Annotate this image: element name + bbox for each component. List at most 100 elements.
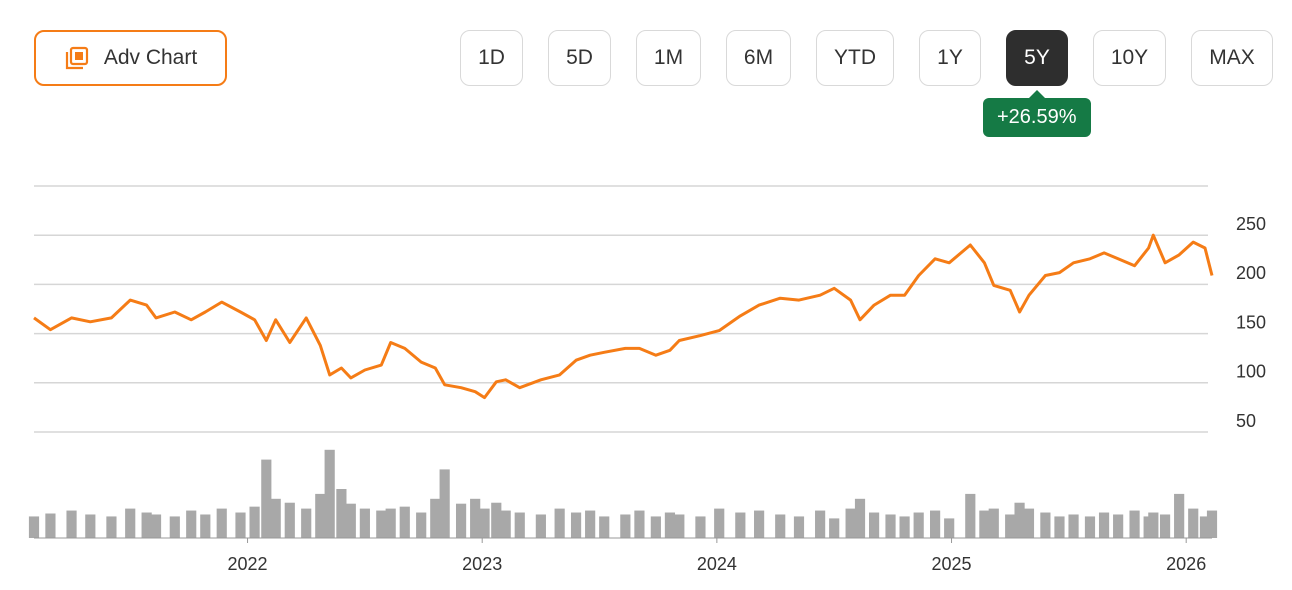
volume-bar	[336, 489, 347, 538]
volume-bar	[66, 510, 77, 538]
volume-bar	[793, 516, 805, 538]
volume-bar	[284, 502, 295, 538]
volume-bar	[315, 493, 326, 538]
volume-bar	[570, 512, 582, 538]
volume-bar	[500, 510, 511, 538]
volume-bar	[1159, 514, 1171, 538]
volume-bar	[650, 516, 661, 538]
range-button[interactable]: 5Y	[1006, 30, 1068, 86]
volume-bar	[899, 516, 910, 538]
range-button[interactable]: 1M	[636, 30, 701, 86]
volume-bar	[125, 508, 136, 538]
volume-bar	[1084, 516, 1096, 538]
volume-bar	[885, 514, 896, 538]
volume-bar	[399, 506, 410, 538]
volume-bar	[430, 498, 441, 538]
volume-bar	[301, 508, 312, 538]
volume-bar	[1054, 516, 1065, 538]
volume-bar	[585, 510, 596, 538]
x-tick-label: 2025	[932, 554, 972, 574]
range-button[interactable]: 10Y	[1093, 30, 1166, 86]
adv-chart-label: Adv Chart	[103, 46, 198, 69]
y-tick-label: 50	[1236, 411, 1256, 431]
volume-bar	[45, 513, 56, 538]
volume-bar	[169, 516, 180, 538]
volume-bar	[235, 512, 246, 538]
x-tick-label: 2024	[697, 554, 737, 574]
volume-bar	[1188, 508, 1199, 538]
volume-bar	[455, 503, 467, 538]
volume-bar	[979, 510, 990, 538]
y-tick-label: 200	[1236, 263, 1266, 283]
volume-bar	[200, 514, 211, 538]
volume-bar	[714, 508, 725, 538]
volume-bar	[106, 516, 117, 538]
volume-bar	[186, 510, 197, 538]
range-button[interactable]: 5D	[548, 30, 611, 86]
volume-bar	[1068, 514, 1079, 538]
volume-bar	[913, 512, 924, 538]
volume-bar	[376, 510, 387, 538]
volume-bar	[28, 516, 40, 538]
adv-chart-button[interactable]: Adv Chart	[34, 30, 227, 86]
volume-bar	[554, 508, 565, 538]
volume-bar	[845, 508, 856, 538]
range-button[interactable]: 1Y	[919, 30, 981, 86]
volume-bar	[965, 493, 976, 538]
volume-bar	[854, 498, 866, 538]
volume-bar	[1005, 514, 1016, 538]
volume-bar	[470, 498, 481, 538]
volume-bar	[324, 449, 335, 538]
volume-bar	[249, 506, 260, 538]
volume-bar	[868, 512, 880, 538]
volume-bar	[359, 508, 370, 538]
volume-bar	[735, 512, 746, 538]
volume-bar	[775, 514, 786, 538]
volume-bar	[261, 459, 272, 538]
volume-bar	[345, 503, 356, 538]
range-button[interactable]: 6M	[726, 30, 791, 86]
adv-chart-icon	[65, 46, 88, 70]
volume-bar	[754, 510, 765, 538]
volume-bar	[479, 508, 490, 538]
volume-bar	[695, 516, 706, 538]
volume-bar	[988, 508, 999, 538]
volume-bar	[416, 512, 427, 538]
price-line	[33, 233, 1214, 400]
volume-bar	[930, 510, 941, 538]
volume-bar	[1199, 516, 1211, 538]
volume-bar	[141, 512, 152, 538]
volume-bar	[674, 514, 685, 538]
y-tick-label: 100	[1236, 362, 1266, 382]
volume-bar	[620, 514, 631, 538]
volume-bar	[1174, 493, 1185, 538]
x-tick-label: 2022	[228, 554, 268, 574]
volume-bar	[514, 512, 525, 538]
volume-bar	[815, 510, 826, 538]
volume-bar	[85, 514, 96, 538]
volume-bar	[1023, 508, 1035, 538]
volume-bar	[664, 512, 676, 538]
y-tick-label: 150	[1236, 312, 1266, 332]
volume-bar	[1129, 510, 1140, 538]
volume-bar	[1206, 510, 1218, 538]
y-tick-label: 250	[1236, 214, 1266, 234]
volume-bar	[535, 514, 546, 538]
volume-bar	[150, 514, 162, 538]
volume-bar	[1098, 512, 1110, 538]
volume-bar	[491, 502, 502, 538]
volume-bar	[270, 498, 281, 538]
x-tick-label: 2026	[1166, 554, 1206, 574]
volume-bar	[634, 510, 645, 538]
volume-bar	[1040, 512, 1051, 538]
volume-bar	[439, 469, 450, 538]
volume-bar	[385, 508, 396, 538]
range-button[interactable]: YTD	[816, 30, 894, 86]
range-button[interactable]: MAX	[1191, 30, 1273, 86]
volume-bar	[1014, 502, 1025, 538]
volume-bar	[944, 518, 955, 538]
volume-bar	[829, 518, 840, 538]
change-badge: +26.59%	[983, 90, 1091, 137]
range-button[interactable]: 1D	[460, 30, 523, 86]
